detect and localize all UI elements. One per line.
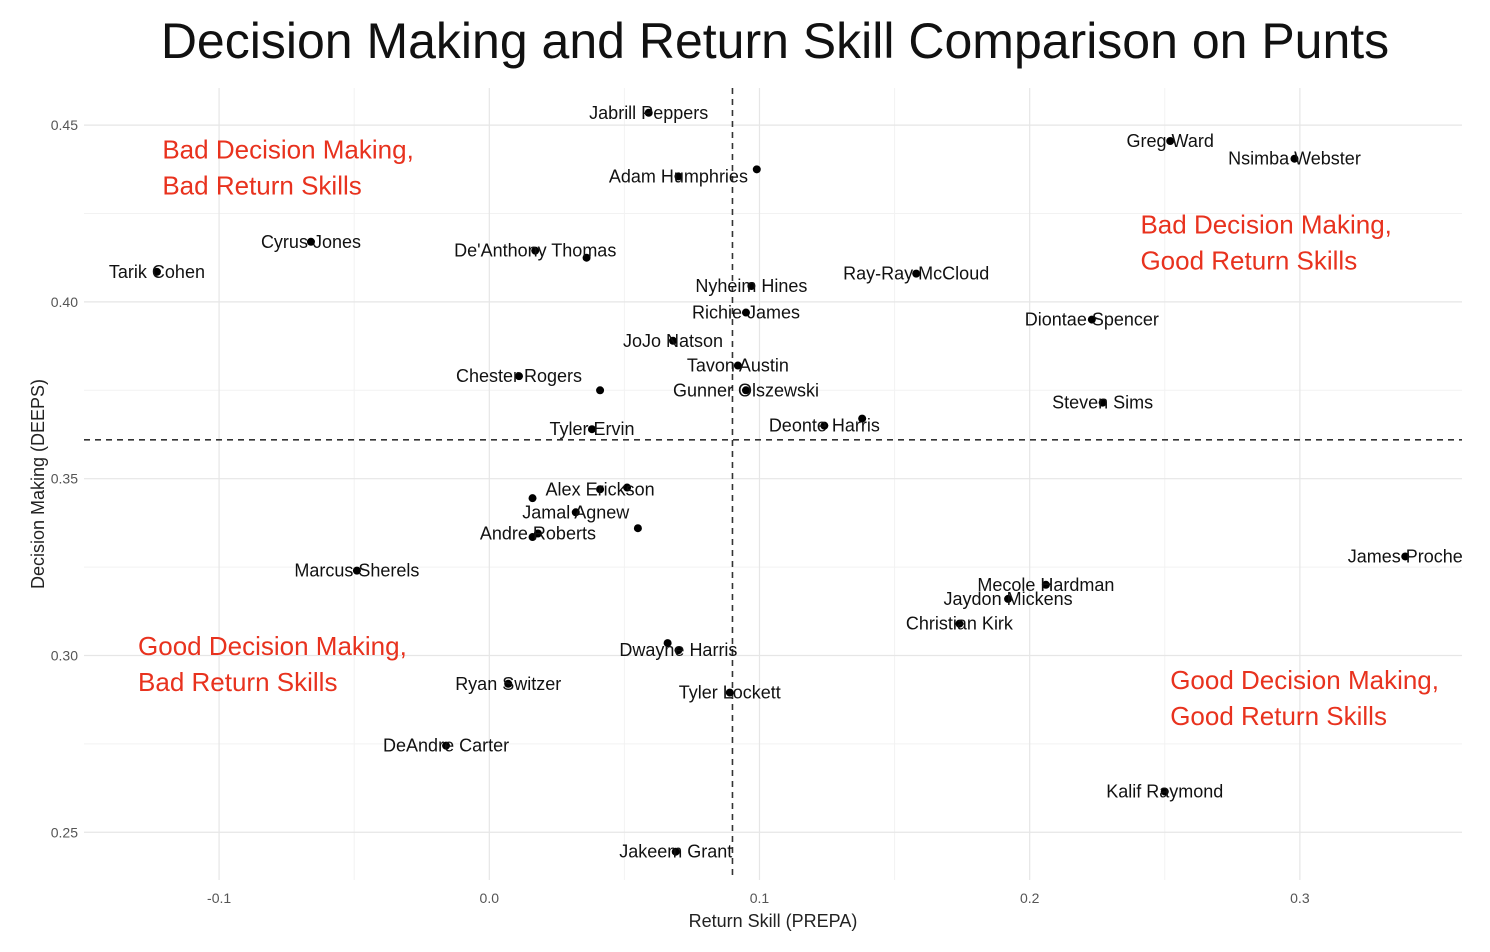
y-tick-label: 0.30: [51, 647, 78, 663]
data-point: [571, 508, 580, 517]
data-point: [669, 336, 678, 345]
point-label: Nsimba Webster: [1228, 149, 1361, 169]
point-label: Deonte Harris: [769, 416, 880, 436]
data-point: [741, 308, 750, 317]
quadrant-label: Good Decision Making, Good Return Skills: [1170, 665, 1439, 731]
data-point: [515, 372, 524, 381]
quadrant-label: Bad Decision Making, Good Return Skills: [1140, 210, 1391, 276]
data-point: [152, 267, 161, 276]
data-point: [741, 386, 750, 395]
data-point: [1166, 137, 1175, 146]
data-point: [442, 741, 451, 750]
data-point: [1160, 787, 1169, 796]
data-point: [747, 282, 756, 290]
point-label: DeAndre Carter: [383, 736, 509, 756]
data-point: [504, 679, 513, 688]
data-point: [858, 414, 867, 423]
y-tick-label: 0.35: [51, 471, 78, 487]
point-label: Kalif Raymond: [1106, 782, 1223, 802]
data-point: [587, 425, 596, 434]
point-label: Tavon Austin: [687, 356, 789, 376]
reference-lines: [84, 88, 1462, 880]
point-label: Greg Ward: [1127, 131, 1214, 151]
quadrant-label: Good Decision Making, Bad Return Skills: [138, 631, 407, 697]
x-tick-label: 0.3: [1290, 890, 1310, 906]
x-tick-label: -0.1: [207, 890, 231, 906]
x-axis-label: Return Skill (PREPA): [689, 911, 858, 931]
point-label: Tyler Lockett: [679, 683, 781, 703]
data-point: [674, 172, 683, 181]
quadrant-labels: Bad Decision Making, Bad Return Skills Bad…: [138, 135, 1439, 731]
point-label: De'Anthony Thomas: [454, 241, 616, 261]
point-labels: Jabrill Peppers Adam Humphries Greg Ward Ns…: [109, 103, 1463, 862]
point-label: James Proche: [1348, 546, 1463, 566]
data-point: [644, 108, 653, 117]
point-label: Nyheim Hines: [695, 276, 807, 296]
data-points: [152, 108, 1410, 856]
point-label: Ray-Ray McCloud: [843, 264, 989, 284]
data-point: [752, 165, 761, 174]
point-label: Marcus Sherels: [294, 561, 419, 581]
data-point: [306, 237, 315, 246]
point-label: Gunner Olszewski: [673, 380, 819, 400]
data-point: [674, 646, 683, 655]
data-point: [912, 269, 921, 278]
data-point: [352, 566, 361, 575]
data-point: [1087, 315, 1096, 324]
point-label: Tarik Cohen: [109, 262, 205, 282]
y-axis-label: Decision Making (DEEPS): [28, 379, 48, 589]
data-point: [725, 688, 734, 697]
data-point: [733, 361, 742, 370]
point-label: Andre Roberts: [480, 524, 596, 544]
data-point: [528, 494, 537, 503]
data-point: [528, 533, 537, 542]
point-label: Christian Kirk: [906, 614, 1014, 634]
point-label: Jakeem Grant: [619, 842, 732, 862]
data-point: [596, 485, 605, 494]
data-point: [623, 483, 632, 492]
data-point: [596, 386, 605, 395]
data-point: [531, 246, 540, 255]
chart-title: Decision Making and Return Skill Compari…: [160, 13, 1390, 69]
data-point: [582, 253, 591, 262]
y-tick-label: 0.45: [51, 117, 78, 133]
data-point: [663, 639, 672, 648]
x-tick-label: 0.0: [480, 890, 500, 906]
point-label: Alex Erickson: [546, 479, 655, 499]
point-label: Ryan Switzer: [455, 674, 561, 694]
point-label: Chester Rogers: [456, 366, 582, 386]
point-label: Dwayne Harris: [619, 640, 737, 660]
point-label: Jabrill Peppers: [589, 103, 708, 123]
data-point: [820, 421, 829, 430]
data-point: [671, 847, 680, 856]
point-label: Diontae Spencer: [1025, 310, 1159, 330]
point-label: Steven Sims: [1052, 393, 1153, 413]
tick-labels: -0.1 0.0 0.1 0.2 0.3 0.25 0.30 0.35 0.40 0.45: [51, 117, 1310, 906]
data-point: [955, 619, 964, 628]
data-point: [1290, 154, 1299, 163]
data-point: [1401, 552, 1410, 561]
quadrant-label: Bad Decision Making, Bad Return Skills: [162, 135, 413, 201]
point-label: Jaydon Mickens: [944, 589, 1073, 609]
x-tick-label: 0.1: [750, 890, 770, 906]
data-point: [633, 524, 642, 533]
y-tick-label: 0.25: [51, 824, 78, 840]
point-label: Adam Humphries: [609, 166, 748, 186]
point-label: Richie James: [692, 303, 800, 323]
point-label: JoJo Natson: [623, 331, 723, 351]
x-tick-label: 0.2: [1020, 890, 1040, 906]
y-tick-label: 0.40: [51, 294, 78, 310]
grid-lines: [84, 88, 1462, 880]
data-point: [1004, 594, 1013, 603]
point-label: Cyrus Jones: [261, 232, 361, 252]
point-label: Mecole Hardman: [977, 575, 1114, 595]
data-point: [1098, 398, 1107, 407]
point-label: Tyler Ervin: [549, 419, 634, 439]
point-label: Jamal Agnew: [522, 502, 630, 522]
data-point: [1041, 580, 1050, 589]
